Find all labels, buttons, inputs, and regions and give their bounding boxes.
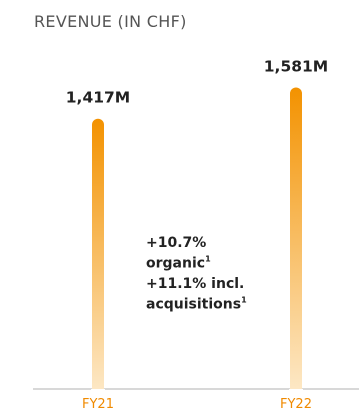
growth-annotation: +10.7% organic1 +11.1% incl. acquisitions1 bbox=[146, 235, 247, 313]
bars-layer: 1,417M FY21 1,581M FY22 bbox=[66, 57, 328, 412]
footnote-marker: 1 bbox=[205, 255, 211, 264]
bar-fy21 bbox=[92, 118, 104, 395]
footnote-marker: 1 bbox=[241, 296, 247, 305]
chart-title: REVENUE (IN CHF) bbox=[34, 12, 187, 31]
bar-base-mask bbox=[289, 389, 303, 401]
annotation-line: organic1 bbox=[146, 255, 211, 272]
value-label-fy21: 1,417M bbox=[66, 89, 130, 107]
value-label-fy22: 1,581M bbox=[264, 57, 328, 75]
annotation-line: acquisitions1 bbox=[146, 296, 247, 313]
bar-fy22 bbox=[290, 87, 302, 395]
annotation-line: +10.7% bbox=[146, 235, 206, 251]
category-label-fy21: FY21 bbox=[82, 397, 114, 412]
category-label-fy22: FY22 bbox=[280, 397, 312, 412]
bar-base-mask bbox=[91, 389, 105, 401]
annotation-line: +11.1% incl. bbox=[146, 276, 244, 292]
